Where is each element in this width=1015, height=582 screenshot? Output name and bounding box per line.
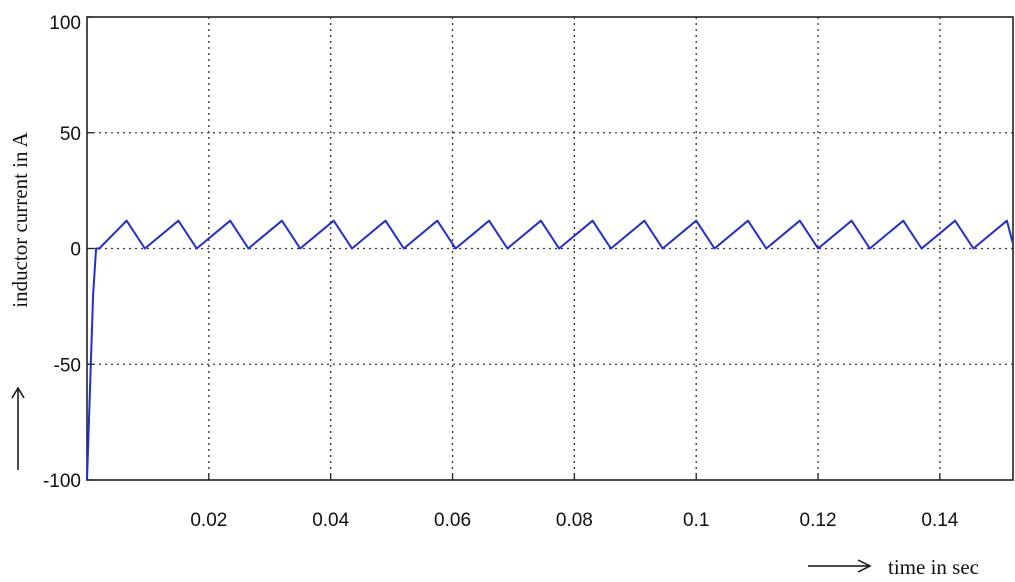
series-layer	[86, 219, 1014, 481]
y-axis-label: inductor current in A	[8, 131, 32, 307]
y-tick-label-3: 50	[60, 124, 81, 145]
x-tick-label-5: 0.12	[800, 510, 837, 531]
y-tick-label-4: 100	[49, 13, 81, 34]
y-tick-labels: -100 -50 0 50 100	[43, 13, 93, 492]
x-axis-label: time in sec	[888, 555, 979, 579]
y-axis-arrow	[11, 386, 25, 470]
x-tick-labels: 0.02 0.04 0.06 0.08 0.1 0.12 0.14	[190, 474, 959, 531]
y-tick-label-2: 0	[70, 240, 81, 261]
x-tick-label-1: 0.04	[312, 510, 349, 531]
series-line-0	[86, 219, 1014, 481]
grid-front	[87, 17, 1013, 480]
x-tick-label-2: 0.06	[434, 510, 471, 531]
x-tick-label-4: 0.1	[683, 510, 709, 531]
y-tick-label-0: -100	[43, 471, 81, 492]
x-tick-label-3: 0.08	[556, 510, 593, 531]
x-tick-label-0: 0.02	[190, 510, 227, 531]
y-tick-label-1: -50	[54, 355, 81, 376]
x-tick-label-6: 0.14	[921, 510, 958, 531]
x-axis-arrow	[808, 559, 872, 573]
